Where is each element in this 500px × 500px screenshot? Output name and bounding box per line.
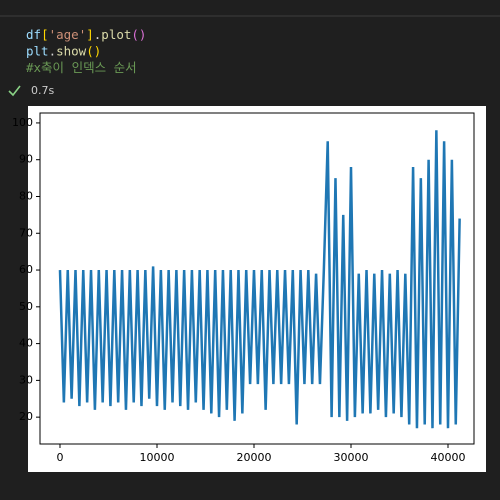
data-line (58, 130, 461, 429)
y-tick-label: 20 (19, 410, 33, 423)
code-token: . (94, 27, 102, 42)
y-tick-label: 40 (19, 337, 33, 350)
x-tick-label: 40000 (431, 451, 466, 464)
y-tick-label: 90 (19, 153, 33, 166)
y-tick-label: 100 (12, 116, 33, 129)
x-tick-label: 0 (56, 451, 63, 464)
code-token: plot (101, 27, 131, 42)
code-token: df (26, 27, 41, 42)
code-token: . (49, 43, 57, 58)
code-token: #x축이 인덱스 순서 (26, 60, 137, 75)
exec-time: 0.7s (31, 84, 54, 97)
code-line: df['age'].plot() (26, 27, 146, 42)
y-tick-label: 60 (19, 263, 33, 276)
code-token: () (86, 43, 101, 58)
code-token: plt (26, 43, 49, 58)
y-tick-label: 30 (19, 373, 33, 386)
y-tick-label: 80 (19, 189, 33, 202)
code-line: plt.show() (26, 43, 101, 58)
code-token: () (131, 27, 146, 42)
code-token: [ (41, 27, 49, 42)
code-line: #x축이 인덱스 순서 (26, 60, 137, 75)
y-tick-label: 50 (19, 300, 33, 313)
code-token: ] (86, 27, 94, 42)
code-block: df['age'].plot()plt.show()#x축이 인덱스 순서 (26, 27, 146, 75)
success-icon (8, 85, 21, 97)
y-tick-label: 70 (19, 226, 33, 239)
axes-frame (39, 112, 475, 445)
code-token: show (56, 43, 87, 58)
x-tick-label: 10000 (139, 451, 174, 464)
plot: 20 30 40 50 60 70 80 90 100 0 10000 20000 30000 40000 (12, 116, 466, 464)
code-token: 'age' (49, 27, 87, 42)
x-tick-label: 30000 (333, 451, 368, 464)
x-tick-label: 20000 (236, 451, 271, 464)
